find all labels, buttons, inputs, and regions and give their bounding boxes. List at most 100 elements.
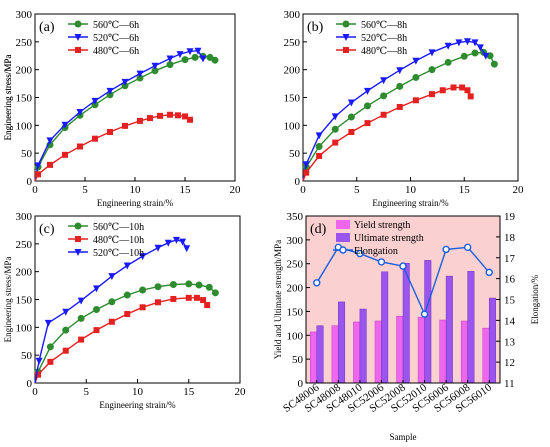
y-tick-label: 250 (287, 259, 304, 271)
y2-tick-label: 14 (504, 315, 516, 327)
series-line (34, 114, 191, 182)
data-point (35, 371, 42, 378)
x-axis-label: Engineering strain/% (99, 400, 176, 410)
data-point (460, 52, 468, 60)
data-point (151, 62, 159, 70)
series-line (302, 51, 496, 182)
data-point (396, 67, 404, 75)
series-line (34, 239, 188, 384)
y-tick-label: 200 (284, 65, 301, 77)
data-point (194, 47, 202, 55)
data-point (450, 84, 457, 91)
data-point (62, 326, 70, 334)
data-point (444, 58, 452, 66)
bar-ultimate (445, 275, 453, 384)
y-axis-label: Engineering stress/MPa (3, 257, 13, 343)
bar-yield (353, 321, 361, 384)
series-2 (34, 236, 191, 384)
data-point (182, 113, 188, 120)
data-point (167, 111, 173, 118)
y-tick-label: 100 (16, 322, 33, 334)
y2-tick-label: 17 (504, 253, 516, 265)
data-point (44, 319, 52, 327)
panel-label: (b) (307, 20, 324, 35)
data-point (482, 52, 490, 60)
data-point (35, 357, 43, 365)
series-0 (34, 52, 219, 182)
data-point (164, 239, 172, 247)
data-point (136, 70, 144, 78)
legend-swatch (336, 220, 350, 229)
data-point (467, 93, 474, 100)
data-point (107, 129, 113, 136)
elongation-point (485, 268, 493, 277)
legend-marker (74, 34, 82, 41)
data-point (380, 77, 388, 85)
data-point (108, 273, 116, 281)
panel-label: (d) (310, 222, 327, 237)
x-tick-label: 5 (354, 184, 360, 196)
data-point (34, 162, 42, 170)
legend-label: 480℃—6h (93, 46, 139, 57)
bar-ultimate (402, 262, 410, 384)
legend-label: 520℃—6h (93, 33, 139, 44)
data-point (46, 343, 54, 351)
data-point (166, 55, 174, 63)
legend-label: 560℃—8h (361, 20, 407, 31)
bar-yield (396, 315, 404, 384)
data-point (476, 44, 484, 52)
data-point (428, 49, 436, 57)
bar-yield (374, 320, 382, 384)
y-tick-label: 350 (287, 211, 304, 223)
plot-frame (302, 13, 519, 182)
elongation-point (313, 279, 321, 287)
data-point (78, 336, 85, 343)
legend-label: Yield strength (354, 220, 410, 231)
data-point (121, 78, 129, 86)
data-point (47, 161, 53, 168)
data-point (154, 283, 162, 291)
bar-ultimate (381, 271, 389, 384)
data-point (139, 253, 147, 261)
data-point (124, 310, 131, 317)
data-point (302, 161, 310, 169)
data-point (444, 42, 452, 50)
y-tick-label: 50 (289, 148, 301, 160)
data-point (463, 38, 471, 46)
data-point (195, 281, 203, 289)
y-axis-label: Yield and Ultimate strength/MPa (273, 240, 283, 359)
y-tick-label: 50 (292, 354, 304, 366)
legend-marker (343, 47, 349, 53)
data-point (92, 135, 98, 142)
data-point (412, 97, 419, 104)
panel-label: (c) (39, 222, 55, 237)
elongation-point (463, 243, 472, 252)
data-point (396, 103, 403, 110)
data-point (172, 236, 180, 244)
legend-marker (75, 47, 81, 53)
y2-tick-label: 19 (504, 211, 516, 223)
data-point (455, 39, 463, 47)
elongation-point (399, 262, 407, 270)
data-point (364, 87, 371, 95)
y-tick-label: 300 (16, 9, 33, 21)
data-point (91, 97, 99, 105)
data-point (181, 56, 189, 64)
panel-label: (a) (39, 20, 55, 35)
data-point (211, 56, 219, 64)
data-point (315, 132, 323, 140)
data-point (108, 298, 116, 306)
data-point (179, 238, 187, 246)
data-point (204, 302, 211, 309)
legend-marker (342, 20, 350, 28)
series-line (302, 40, 487, 182)
data-point (490, 60, 498, 68)
y-tick-label: 150 (16, 295, 33, 307)
data-point (185, 294, 192, 301)
x-tick-label: 20 (513, 184, 525, 196)
data-point (108, 318, 115, 325)
elongation-point (442, 245, 450, 254)
legend-marker (74, 249, 82, 256)
